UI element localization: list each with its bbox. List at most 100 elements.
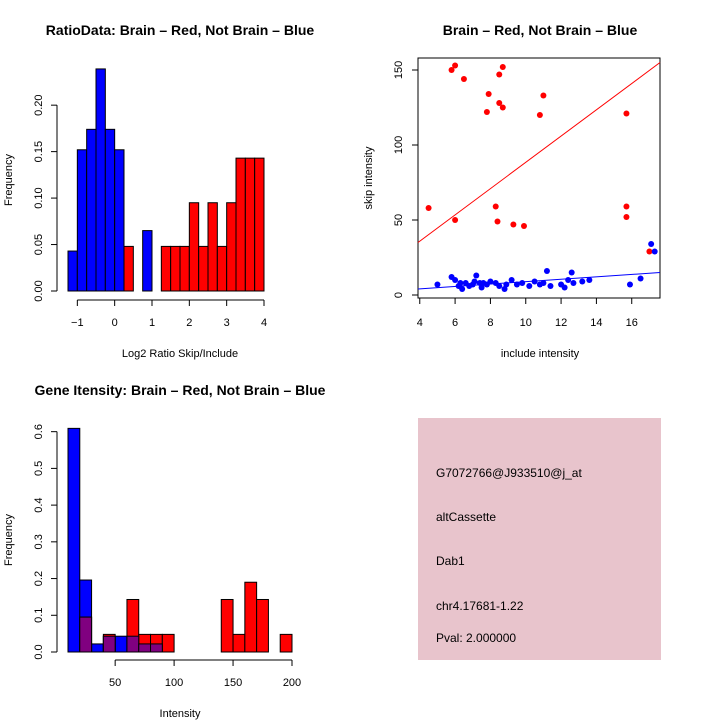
scatter-point	[547, 283, 554, 289]
scatter-point	[570, 280, 577, 286]
scatter-ylabel: skip intensity	[363, 146, 375, 209]
ratio-histogram-title: RatioData: Brain – Red, Not Brain – Blue	[46, 22, 315, 38]
gene-name-label: Dab1	[436, 554, 465, 568]
ratio-bar	[160, 245, 172, 292]
ratio-bar	[254, 157, 265, 292]
scatter-point	[520, 223, 527, 229]
scatter-point	[565, 277, 572, 283]
ratio-bar	[76, 149, 88, 292]
intensity-bar-brain	[256, 598, 269, 653]
ratio-bar	[226, 202, 237, 292]
ratio-histogram-ylabel: Frequency	[3, 154, 15, 206]
intensity-y-tick-label: 0.0	[33, 644, 45, 659]
intensity-bar-overlap	[126, 635, 140, 653]
scatter-point	[496, 71, 503, 78]
scatter-point	[543, 268, 550, 274]
scatter-point	[510, 221, 517, 228]
scatter-x-tick-label: 6	[452, 317, 458, 329]
ratio-bar	[123, 245, 134, 292]
scatter-x-tick-label: 12	[555, 317, 567, 329]
scatter-point	[478, 284, 485, 291]
scatter-point	[561, 284, 568, 291]
scatter-point	[626, 281, 633, 288]
location-label: chr4.17681-1.22	[436, 599, 524, 613]
intensity-histogram-ylabel: Frequency	[3, 514, 15, 566]
scatter-point	[452, 62, 459, 69]
ratio-x-tick-label: −1	[71, 317, 84, 329]
scatter-point	[526, 283, 533, 289]
ratio-bar	[170, 245, 181, 292]
ratio-bar	[179, 245, 190, 292]
ratio-x-tick-label: 2	[186, 317, 192, 329]
scatter-x-tick-label: 8	[487, 317, 493, 329]
intensity-histogram-bars	[67, 427, 293, 653]
ratio-histogram-panel: RatioData: Brain – Red, Not Brain – Blue…	[3, 22, 314, 360]
ratio-bar	[95, 68, 106, 292]
scatter-x-tick-label: 10	[520, 317, 532, 329]
intensity-bar-not-brain	[114, 635, 128, 653]
intensity-bar-overlap	[102, 635, 116, 653]
ratio-histogram-xlabel: Log2 Ratio Skip/Include	[122, 348, 238, 360]
ratio-x-tick-label: 3	[224, 317, 230, 329]
intensity-y-tick-label: 0.3	[33, 534, 45, 549]
ratio-y-tick-label: 0.10	[33, 187, 45, 208]
scatter-point	[499, 104, 506, 111]
scatter-point	[508, 277, 515, 283]
intensity-bar-brain	[279, 633, 293, 653]
ratio-bar	[216, 245, 228, 292]
scatter-x-tick-label: 4	[417, 317, 423, 329]
scatter-point	[501, 286, 508, 292]
scatter-plot-frame	[417, 57, 661, 299]
scatter-y-tick-label: 0	[393, 292, 405, 298]
scatter-point	[623, 110, 630, 117]
scatter-point	[471, 278, 478, 285]
scatter-point	[651, 248, 658, 255]
intensity-x-tick-label: 100	[165, 677, 183, 689]
scatter-point	[459, 286, 466, 292]
scatter-point	[434, 281, 441, 288]
scatter-point	[637, 275, 644, 282]
event-type-label: altCassette	[436, 510, 496, 524]
scatter-point	[579, 278, 586, 285]
scatter-point	[460, 76, 467, 82]
scatter-point	[623, 214, 630, 220]
ratio-bar	[142, 230, 153, 292]
scatter-point	[496, 283, 503, 289]
scatter-point	[457, 280, 464, 286]
ratio-histogram-bars	[67, 68, 265, 292]
scatter-point	[540, 280, 547, 286]
ratio-bar	[198, 245, 209, 292]
scatter-points	[425, 62, 658, 292]
scatter-point	[452, 277, 459, 283]
ratio-x-tick-label: 0	[112, 317, 118, 329]
ratio-x-tick-label: 4	[261, 317, 267, 329]
scatter-point	[648, 241, 655, 247]
scatter-axes: 4 6 8 10 12 14 16 0 50 100 150	[393, 61, 638, 329]
intensity-bar-brain	[244, 581, 258, 653]
scatter-point	[485, 91, 492, 97]
scatter-point	[499, 64, 506, 70]
intensity-histogram-xlabel: Intensity	[160, 708, 201, 720]
intensity-x-tick-label: 150	[224, 677, 242, 689]
ratio-y-tick-label: 0.15	[33, 141, 45, 162]
scatter-title: Brain – Red, Not Brain – Blue	[443, 22, 638, 38]
scatter-point	[586, 277, 593, 283]
ratio-bar	[244, 157, 256, 292]
scatter-x-tick-label: 16	[626, 317, 638, 329]
scatter-point	[452, 217, 459, 223]
scatter-fit-line	[417, 62, 661, 243]
ratio-bar	[207, 202, 218, 292]
intensity-histogram-panel: Gene Itensity: Brain – Red, Not Brain – …	[3, 382, 326, 720]
intensity-y-tick-label: 0.4	[33, 497, 45, 512]
intensity-x-tick-label: 200	[283, 677, 301, 689]
scatter-point	[503, 281, 510, 288]
ratio-bar	[114, 149, 125, 292]
intensity-y-tick-label: 0.2	[33, 571, 45, 586]
ratio-bar	[86, 128, 97, 292]
ratio-bar	[67, 250, 78, 292]
ratio-histogram-axes: −1 0 1 2 3 4 0.00 0.05 0.10 0.15 0.20	[33, 94, 267, 329]
scatter-point	[483, 109, 490, 115]
scatter-point	[568, 269, 575, 276]
ratio-bar	[104, 128, 116, 292]
